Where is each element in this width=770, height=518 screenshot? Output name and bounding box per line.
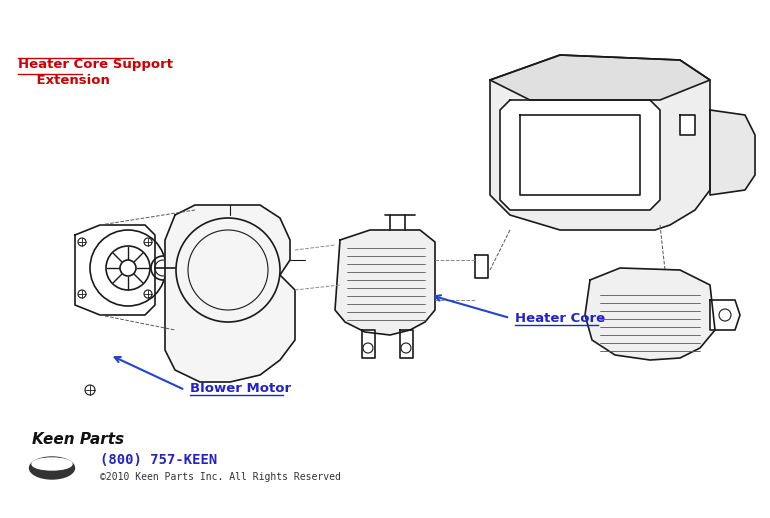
Polygon shape	[475, 255, 488, 278]
Polygon shape	[585, 268, 715, 360]
Polygon shape	[362, 330, 375, 358]
Polygon shape	[710, 110, 755, 195]
Text: (800) 757-KEEN: (800) 757-KEEN	[100, 453, 217, 467]
Polygon shape	[490, 55, 710, 100]
Polygon shape	[680, 115, 695, 135]
Polygon shape	[75, 225, 155, 315]
Polygon shape	[165, 205, 295, 382]
Text: Heater Core Support: Heater Core Support	[18, 58, 173, 71]
Text: Extension: Extension	[18, 74, 110, 87]
Text: ©2010 Keen Parts Inc. All Rights Reserved: ©2010 Keen Parts Inc. All Rights Reserve…	[100, 472, 341, 482]
Ellipse shape	[29, 457, 75, 479]
Polygon shape	[400, 330, 413, 358]
Polygon shape	[500, 100, 660, 210]
Polygon shape	[710, 300, 740, 330]
Polygon shape	[335, 230, 435, 335]
Text: Heater Core: Heater Core	[515, 311, 605, 324]
Text: Blower Motor: Blower Motor	[190, 381, 291, 395]
Ellipse shape	[32, 458, 72, 470]
Polygon shape	[490, 55, 710, 230]
Text: Keen Parts: Keen Parts	[32, 432, 124, 447]
